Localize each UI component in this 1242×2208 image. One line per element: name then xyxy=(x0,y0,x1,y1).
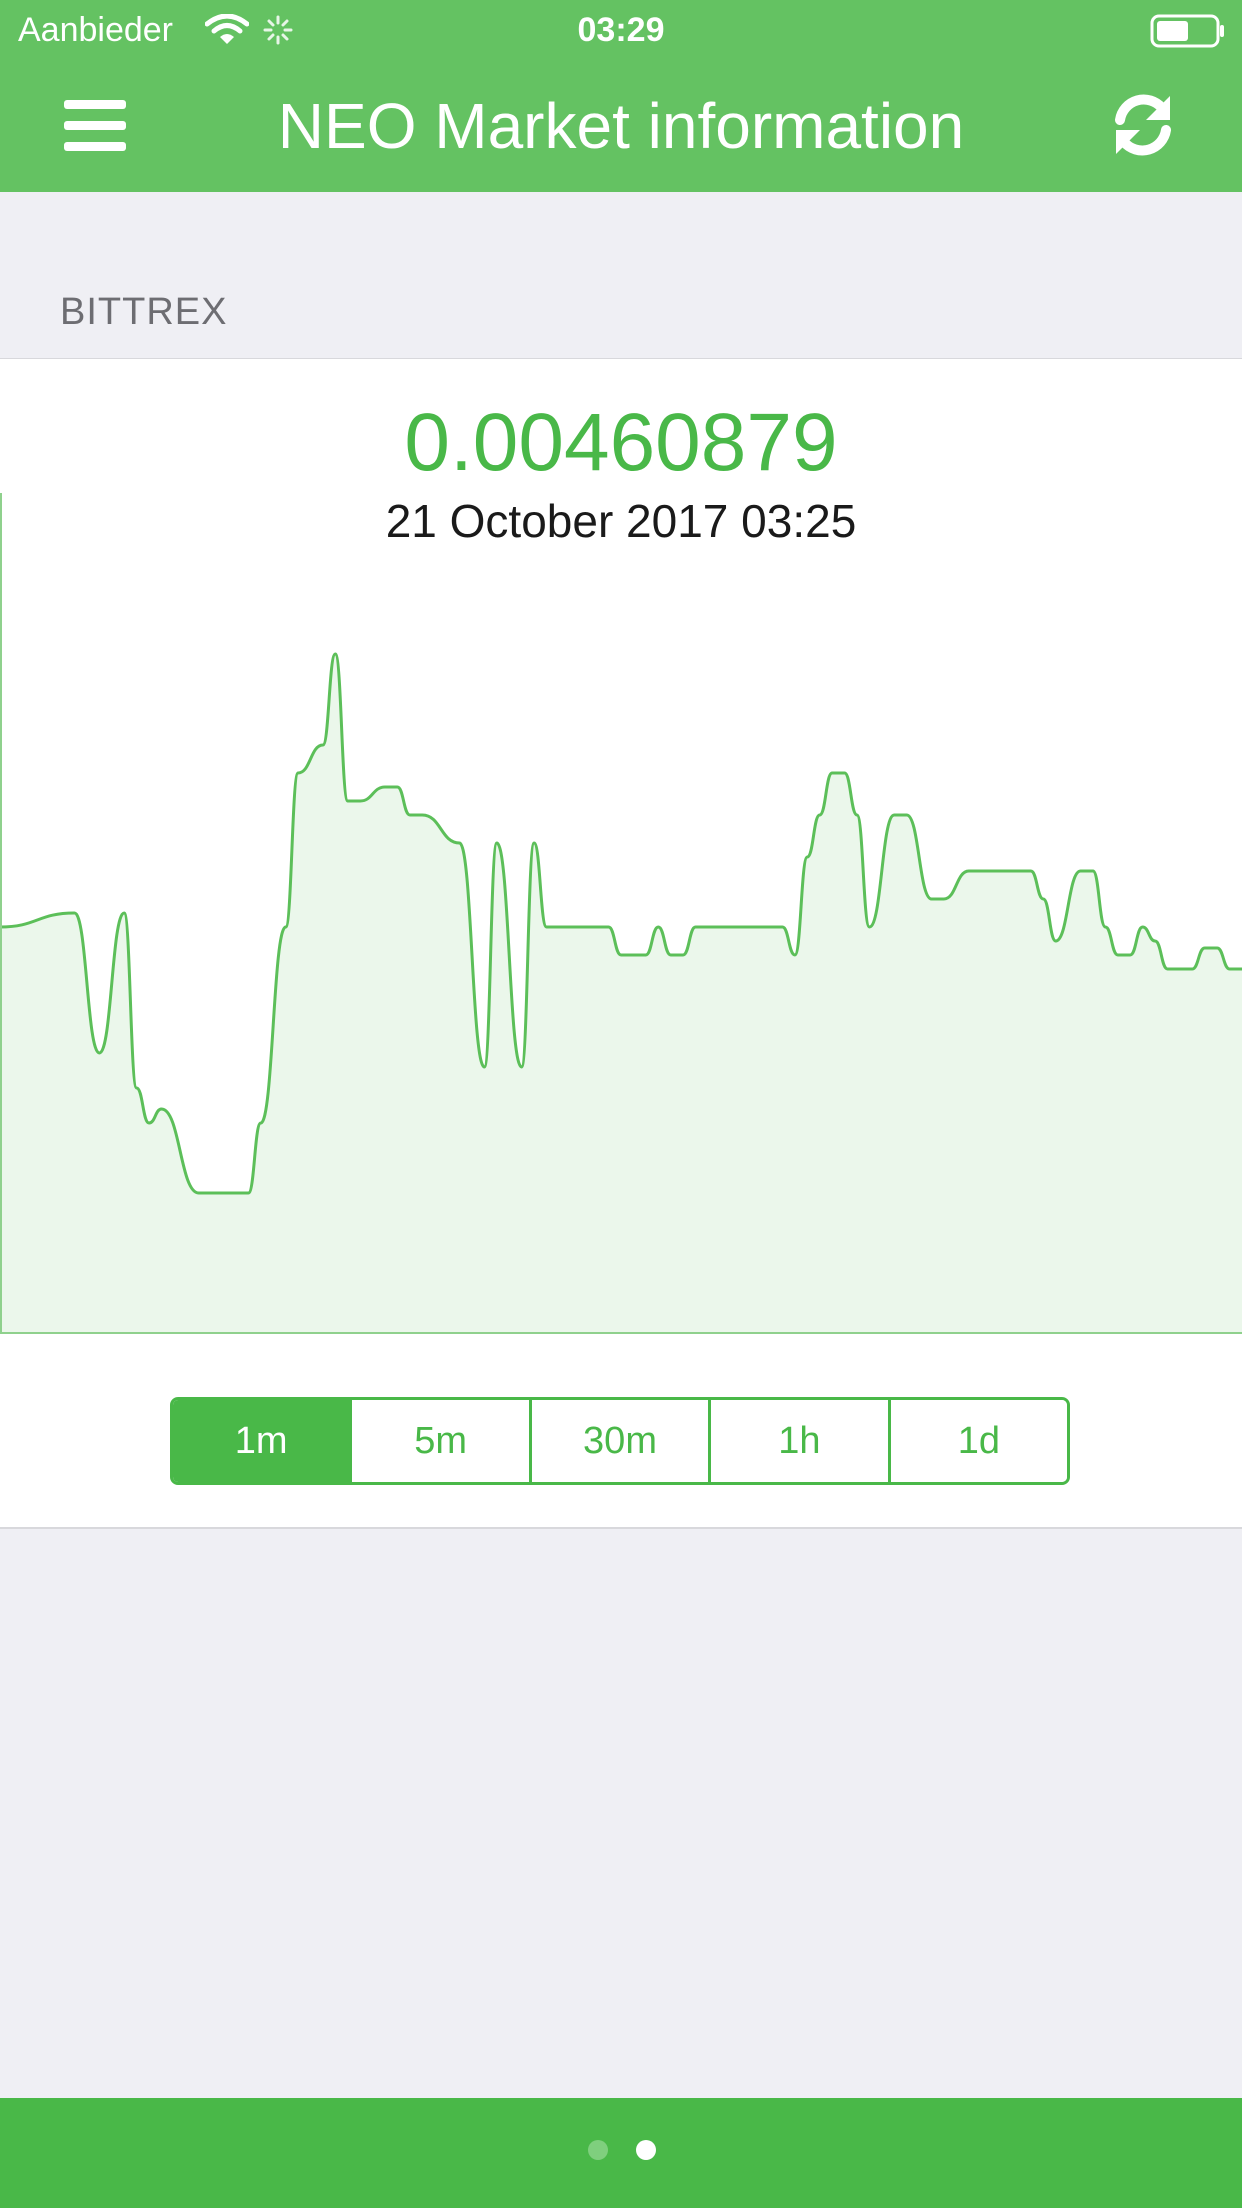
page-indicator-dot-2[interactable] xyxy=(636,2140,656,2160)
interval-option-30m[interactable]: 30m xyxy=(528,1400,709,1482)
refresh-button[interactable] xyxy=(1108,90,1178,160)
price-timestamp: 21 October 2017 03:25 xyxy=(385,495,857,547)
interval-option-1m[interactable]: 1m xyxy=(173,1400,350,1482)
current-price: 0.00460879 xyxy=(404,397,838,488)
chart-line xyxy=(0,652,1242,1195)
market-card: 0.00460879 21 October 2017 03:25 1m 5m 3… xyxy=(0,358,1242,1529)
status-bar: Aanbieder 03:29 xyxy=(0,0,1242,60)
exchange-label: BITTREX xyxy=(60,291,228,333)
page-indicator-dot-1[interactable] xyxy=(588,2140,608,2160)
wifi-icon xyxy=(205,14,249,44)
carrier-label: Aanbieder xyxy=(18,11,174,49)
page-control-bar xyxy=(0,2098,1242,2208)
status-time: 03:29 xyxy=(577,11,665,49)
page-title: NEO Market information xyxy=(277,90,965,162)
activity-spinner-icon xyxy=(263,15,293,45)
interval-selector: 1m 5m 30m 1h 1d xyxy=(170,1397,1070,1485)
interval-option-1h[interactable]: 1h xyxy=(708,1400,888,1482)
menu-icon xyxy=(64,100,126,151)
interval-option-5m[interactable]: 5m xyxy=(349,1400,529,1482)
battery-icon xyxy=(1150,14,1224,48)
interval-option-1d[interactable]: 1d xyxy=(887,1400,1067,1482)
app-header: Aanbieder 03:29 xyxy=(0,0,1242,192)
refresh-icon xyxy=(1115,94,1171,156)
menu-button[interactable] xyxy=(60,92,132,158)
chart-area xyxy=(0,654,1242,1333)
